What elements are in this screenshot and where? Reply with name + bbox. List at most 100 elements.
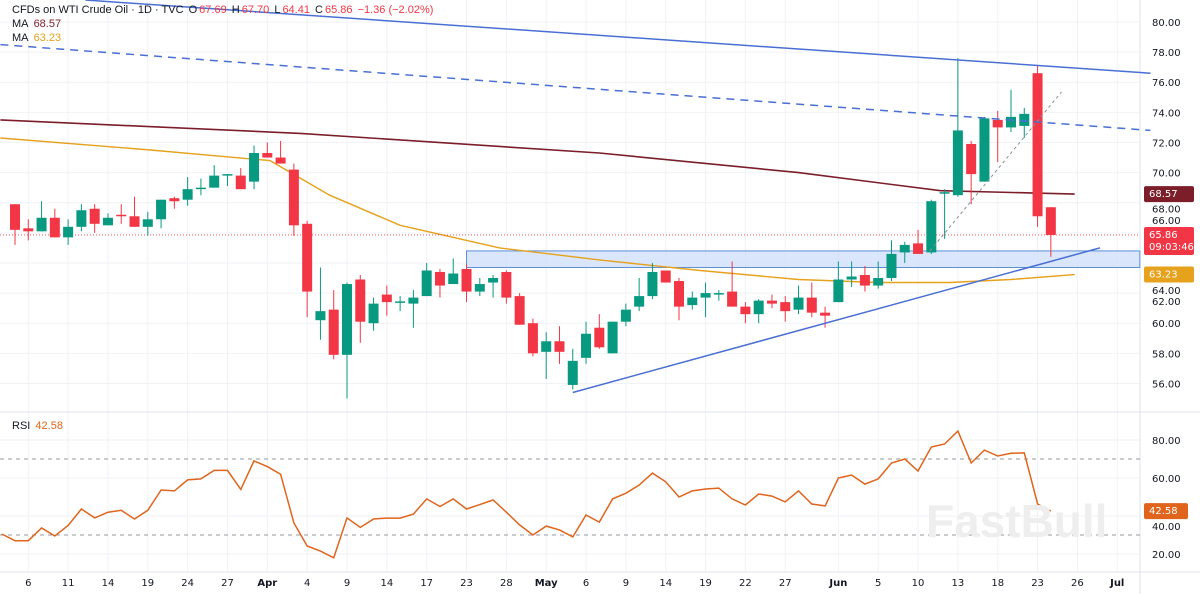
candle-body — [979, 118, 990, 182]
candle — [780, 296, 791, 322]
candle — [620, 303, 631, 327]
candle-body — [182, 189, 193, 200]
candle — [102, 213, 113, 226]
candle — [634, 278, 645, 312]
candle-body — [567, 360, 578, 385]
candle-body — [129, 216, 140, 227]
candle — [368, 297, 379, 331]
last-price-tag-bg — [1144, 226, 1194, 255]
candle — [381, 285, 392, 316]
price-tick-label: 76.00 — [1152, 78, 1181, 89]
candle-body — [342, 284, 352, 355]
candle-body — [1032, 73, 1043, 217]
candle-body — [727, 291, 738, 307]
time-tick-label: 27 — [779, 578, 792, 589]
candle — [169, 196, 180, 209]
candle-body — [541, 341, 552, 352]
candle-body — [713, 293, 724, 295]
time-tick-label: 4 — [304, 578, 310, 589]
candle-body — [395, 301, 406, 303]
candle — [806, 282, 817, 318]
candle — [288, 163, 299, 236]
symbol-title: CFDs on WTI Crude Oil · 1D · TVC — [12, 4, 184, 16]
candle-body — [355, 279, 366, 322]
time-tick-label: 23 — [1031, 578, 1044, 589]
candle-body — [899, 244, 910, 253]
candle-body — [288, 169, 299, 226]
candle — [660, 270, 671, 283]
candle — [527, 318, 538, 357]
ma200-legend[interactable]: MA 68.57 — [12, 18, 62, 30]
candle — [820, 306, 831, 328]
time-tick-label: 26 — [1071, 578, 1084, 589]
candle — [846, 261, 857, 288]
candle-body — [594, 327, 605, 348]
candle — [833, 261, 844, 303]
candle — [859, 265, 870, 292]
candle — [1032, 65, 1043, 227]
candle — [262, 142, 273, 158]
candle — [713, 290, 724, 301]
candle — [129, 196, 140, 227]
candle — [793, 285, 804, 315]
candle-body — [846, 276, 857, 280]
candle-body — [674, 281, 684, 307]
candle-body — [302, 223, 313, 292]
time-tick-label: May — [535, 578, 558, 589]
time-tick-label: Jun — [828, 578, 847, 589]
candle-body — [939, 192, 950, 194]
candle-body — [1045, 207, 1056, 235]
rsi-tick-label: 40.00 — [1152, 522, 1181, 533]
candle-body — [381, 294, 392, 303]
candle — [567, 348, 578, 390]
candle — [899, 241, 910, 263]
candle — [235, 168, 246, 190]
candle-body — [262, 153, 273, 158]
candle-body — [780, 302, 791, 312]
time-tick-label: 19 — [141, 578, 154, 589]
candle — [886, 240, 897, 282]
ma50-legend[interactable]: MA 63.23 — [12, 32, 62, 44]
candle-body — [195, 187, 206, 190]
time-tick-label: 5 — [875, 578, 881, 589]
candle — [913, 229, 924, 254]
candle — [766, 294, 777, 309]
candle — [594, 314, 605, 349]
candle-body — [102, 217, 113, 226]
candle-body — [10, 204, 20, 230]
candle — [434, 268, 445, 298]
candle-body — [501, 271, 512, 298]
close-value: 65.86 — [324, 4, 353, 16]
price-tick-label: 60.00 — [1152, 319, 1181, 330]
price-tick-label: 58.00 — [1152, 349, 1181, 360]
price-tick-label: 62.00 — [1152, 297, 1181, 308]
rsi-value-tag: 42.58 — [1149, 506, 1178, 517]
candle — [926, 199, 937, 254]
candle — [10, 204, 20, 245]
candle-body — [434, 271, 445, 286]
time-tick-label: 28 — [500, 578, 513, 589]
time-tick-label: 24 — [181, 578, 194, 589]
candle — [89, 204, 100, 233]
trendline — [85, 0, 1151, 74]
price-tick-label: 72.00 — [1152, 138, 1181, 149]
candle — [36, 201, 47, 232]
candle-body — [448, 273, 459, 285]
candle — [249, 145, 260, 190]
candle-body — [966, 143, 977, 175]
candle-body — [461, 268, 472, 292]
candle-body — [992, 119, 1003, 128]
candle-body — [328, 309, 339, 355]
rsi-legend[interactable]: RSI 42.58 — [12, 420, 63, 432]
candle — [939, 189, 950, 239]
candle-body — [554, 341, 565, 352]
candle-body — [169, 198, 180, 202]
time-tick-label: 9 — [623, 578, 629, 589]
candle-body — [833, 279, 844, 303]
candle-body — [806, 297, 817, 313]
candle-body — [740, 306, 751, 315]
price-tick-label: 78.00 — [1152, 48, 1181, 59]
candle-body — [23, 228, 34, 232]
time-tick-label: Apr — [257, 578, 277, 589]
